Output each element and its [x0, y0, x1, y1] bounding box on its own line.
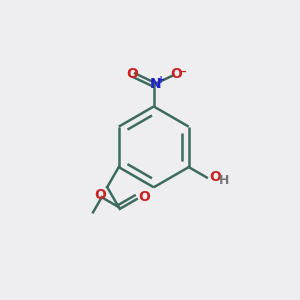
Text: O: O — [126, 67, 138, 81]
Text: O: O — [139, 190, 151, 204]
Text: +: + — [157, 75, 165, 85]
Text: O: O — [170, 67, 182, 81]
Text: −: − — [178, 67, 187, 77]
Text: H: H — [219, 175, 229, 188]
Text: N: N — [150, 77, 161, 91]
Text: O: O — [94, 188, 106, 202]
Text: O: O — [209, 169, 221, 184]
